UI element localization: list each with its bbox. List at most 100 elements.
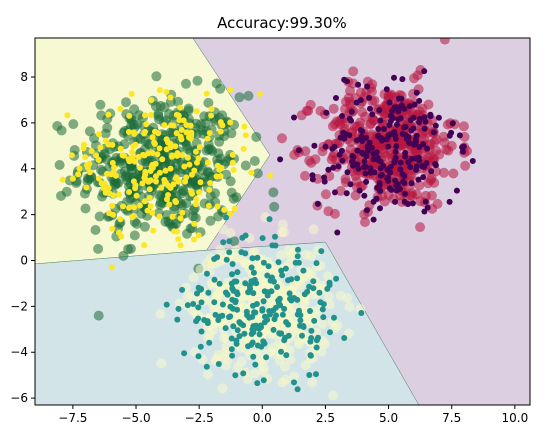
true-label-point bbox=[300, 146, 311, 157]
predicted-point bbox=[220, 239, 227, 246]
true-label-point bbox=[129, 230, 140, 241]
predicted-point bbox=[265, 263, 272, 270]
predicted-point bbox=[266, 216, 273, 223]
predicted-point bbox=[211, 299, 218, 306]
true-label-point bbox=[219, 333, 229, 343]
predicted-point bbox=[168, 122, 175, 129]
predicted-point bbox=[76, 165, 83, 172]
predicted-point bbox=[383, 136, 390, 143]
true-label-point bbox=[303, 105, 314, 116]
predicted-point bbox=[376, 107, 383, 114]
x-tick-label: 7.5 bbox=[442, 411, 461, 425]
predicted-point bbox=[315, 334, 321, 341]
predicted-point bbox=[162, 167, 169, 174]
predicted-point bbox=[149, 209, 156, 216]
y-tick-label: 6 bbox=[20, 116, 28, 130]
predicted-point bbox=[391, 74, 397, 81]
predicted-point bbox=[244, 312, 251, 319]
predicted-point bbox=[120, 203, 127, 210]
predicted-point bbox=[309, 176, 316, 183]
predicted-point bbox=[407, 117, 414, 124]
predicted-point bbox=[355, 165, 362, 172]
true-label-point bbox=[297, 272, 308, 283]
predicted-point bbox=[263, 354, 270, 361]
predicted-point bbox=[227, 119, 234, 126]
predicted-point bbox=[234, 269, 241, 276]
true-label-point bbox=[96, 110, 107, 121]
true-label-point bbox=[328, 390, 339, 401]
predicted-point bbox=[174, 316, 181, 323]
predicted-point bbox=[132, 141, 139, 148]
predicted-point bbox=[317, 299, 324, 306]
predicted-point bbox=[362, 170, 369, 177]
predicted-point bbox=[415, 176, 422, 183]
predicted-point bbox=[253, 301, 260, 307]
predicted-point bbox=[270, 326, 277, 333]
predicted-point bbox=[367, 169, 374, 176]
predicted-point bbox=[254, 380, 261, 387]
true-label-point bbox=[332, 320, 343, 331]
predicted-point bbox=[449, 120, 456, 127]
predicted-point bbox=[153, 178, 159, 185]
predicted-point bbox=[188, 171, 195, 178]
predicted-point bbox=[221, 206, 228, 213]
predicted-point bbox=[153, 173, 159, 180]
predicted-point bbox=[310, 278, 317, 285]
predicted-point bbox=[248, 264, 255, 271]
true-label-point bbox=[306, 157, 317, 168]
predicted-point bbox=[217, 128, 224, 135]
predicted-point bbox=[285, 332, 292, 339]
true-label-point bbox=[183, 103, 194, 114]
predicted-point bbox=[283, 352, 290, 359]
predicted-point bbox=[260, 298, 267, 305]
predicted-point bbox=[231, 205, 238, 212]
predicted-point bbox=[339, 157, 346, 164]
predicted-point bbox=[226, 249, 233, 256]
predicted-point bbox=[260, 377, 267, 384]
true-label-point bbox=[171, 190, 182, 201]
predicted-point bbox=[381, 126, 387, 132]
predicted-point bbox=[228, 346, 235, 353]
true-label-point bbox=[345, 100, 356, 111]
predicted-point bbox=[342, 131, 349, 138]
predicted-point bbox=[181, 350, 188, 357]
predicted-point bbox=[179, 209, 186, 216]
true-label-point bbox=[0, 145, 3, 155]
predicted-point bbox=[169, 213, 176, 220]
predicted-point bbox=[387, 164, 394, 170]
predicted-point bbox=[359, 128, 366, 135]
predicted-point bbox=[392, 157, 398, 164]
predicted-point bbox=[239, 234, 246, 241]
true-label-point bbox=[276, 250, 287, 261]
true-label-point bbox=[94, 211, 105, 222]
predicted-point bbox=[167, 144, 174, 151]
predicted-point bbox=[270, 278, 277, 285]
predicted-point bbox=[264, 292, 271, 299]
true-label-point bbox=[93, 310, 104, 321]
predicted-point bbox=[64, 112, 71, 119]
predicted-point bbox=[97, 144, 104, 151]
predicted-point bbox=[318, 248, 325, 255]
predicted-point bbox=[245, 289, 252, 296]
predicted-point bbox=[341, 335, 348, 341]
predicted-point bbox=[266, 172, 273, 179]
predicted-point bbox=[108, 171, 115, 178]
true-label-point bbox=[96, 164, 106, 175]
predicted-point bbox=[430, 129, 437, 136]
predicted-point bbox=[288, 276, 295, 283]
predicted-point bbox=[406, 103, 413, 110]
predicted-point bbox=[370, 150, 377, 157]
true-label-point bbox=[319, 339, 330, 350]
true-label-point bbox=[181, 78, 191, 89]
predicted-point bbox=[415, 154, 422, 161]
predicted-point bbox=[165, 182, 172, 189]
predicted-point bbox=[355, 81, 362, 88]
predicted-point bbox=[83, 184, 90, 191]
predicted-point bbox=[150, 227, 157, 234]
predicted-point bbox=[131, 130, 138, 137]
true-label-point bbox=[121, 97, 131, 108]
predicted-point bbox=[294, 296, 301, 303]
predicted-point bbox=[229, 159, 236, 166]
true-label-point bbox=[411, 189, 422, 200]
true-label-point bbox=[156, 358, 167, 369]
